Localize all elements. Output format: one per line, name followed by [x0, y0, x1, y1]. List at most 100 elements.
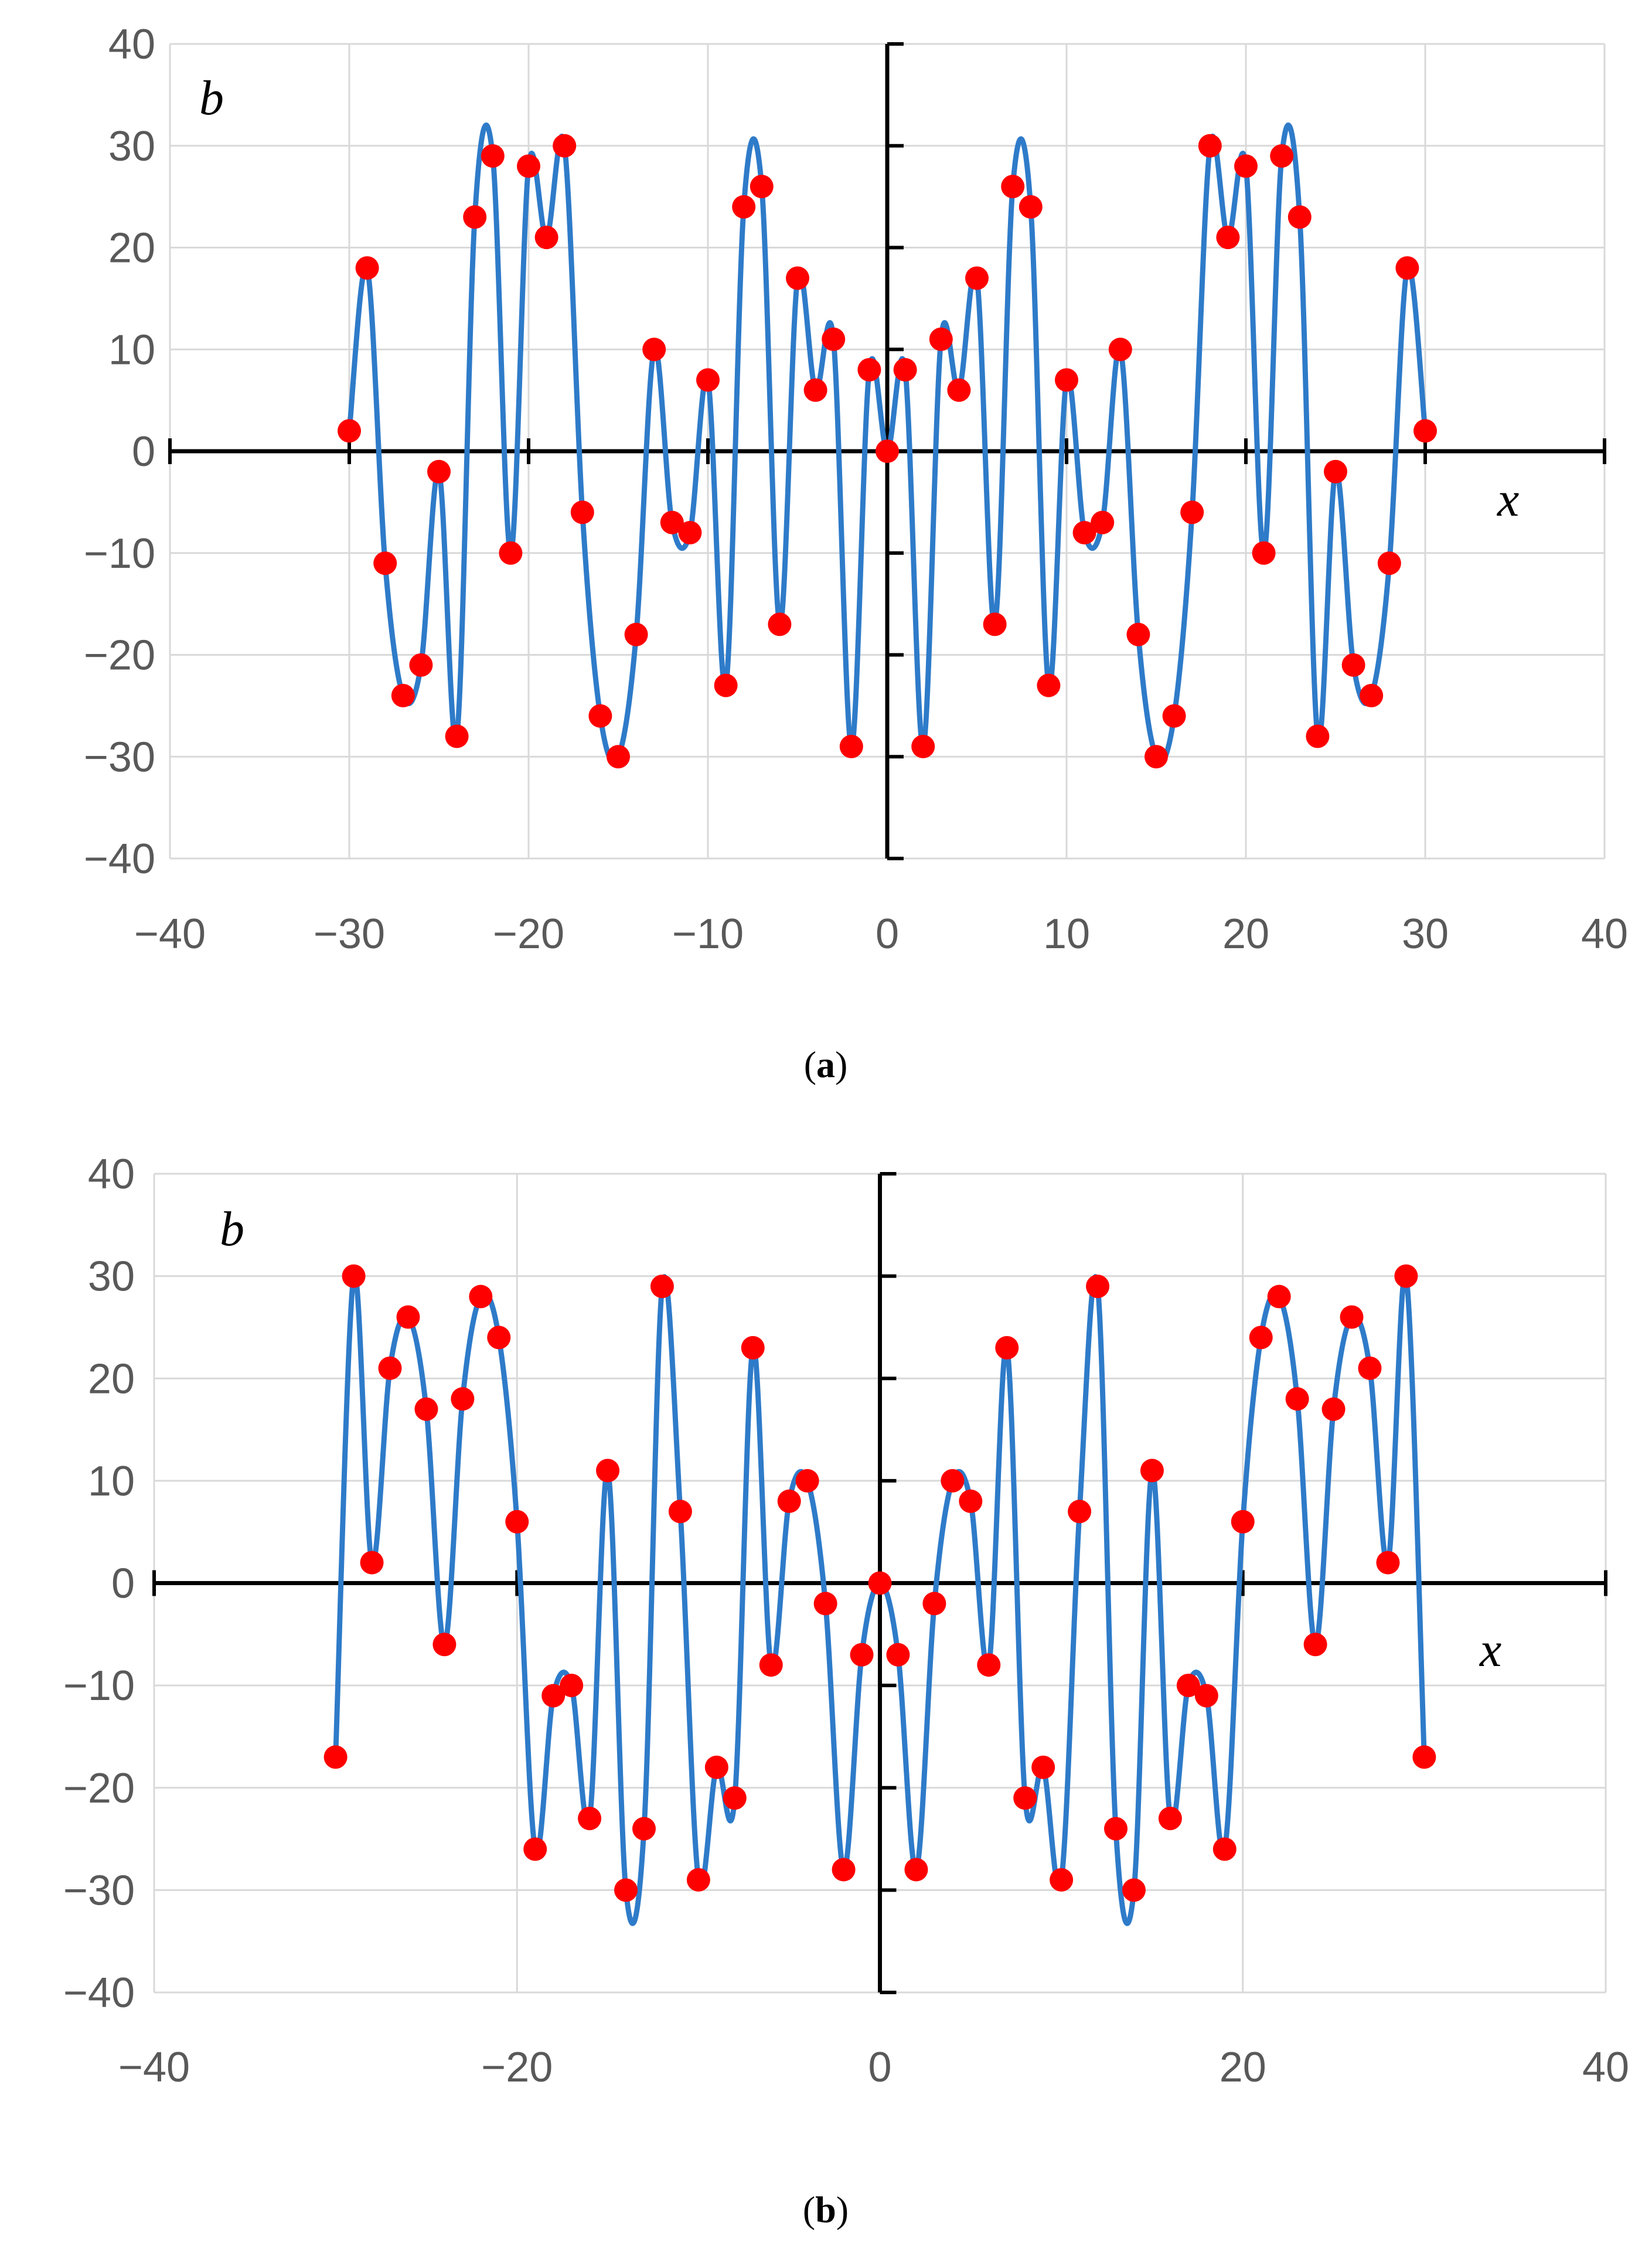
y-tick-labels-b: −40 −30 −20 −10 0 10 20 30 40	[63, 1151, 135, 2016]
data-point	[1013, 1786, 1037, 1810]
x-tick-label: 40	[1582, 2044, 1629, 2091]
x-tick-labels-b: −40 −20 0 20 40	[118, 2044, 1629, 2091]
data-point	[360, 1551, 384, 1575]
y-tick-label: −10	[63, 1663, 135, 1709]
data-point	[1104, 1817, 1128, 1841]
series-markers-a	[338, 134, 1437, 769]
y-tick-label: 0	[111, 1561, 135, 1607]
data-point	[1176, 1674, 1200, 1698]
data-point	[1001, 175, 1025, 199]
data-point	[570, 500, 594, 524]
data-point	[1212, 1837, 1237, 1861]
data-point	[1055, 368, 1078, 392]
chart-panel-a: −40 −30 −20 −10 0 10 20 30 40 −40 −30 −20 −10 0 10 20 3…	[84, 21, 1628, 1085]
data-point	[414, 1397, 438, 1421]
y-axis-variable-a: b	[199, 71, 224, 125]
data-point	[342, 1264, 366, 1288]
data-point	[1108, 338, 1132, 362]
data-point	[1231, 1510, 1255, 1534]
chart-panel-b: −40 −30 −20 −10 0 10 20 30 40 −40 −20 0 20 40 b x (b…	[63, 1151, 1629, 2230]
data-point	[839, 734, 863, 758]
data-point	[1376, 1551, 1400, 1575]
data-point	[1413, 419, 1437, 443]
data-point	[947, 378, 971, 402]
x-tick-label: 0	[876, 911, 899, 958]
data-point	[1162, 704, 1186, 728]
data-point	[323, 1745, 348, 1769]
data-point	[534, 226, 558, 250]
data-point	[813, 1592, 837, 1616]
data-point	[1122, 1878, 1146, 1902]
data-point	[596, 1459, 620, 1483]
x-tick-label: −20	[493, 911, 564, 958]
data-point	[911, 734, 935, 758]
y-tick-label: 40	[108, 21, 155, 68]
y-tick-label: −40	[84, 836, 155, 883]
data-point	[1031, 1755, 1055, 1779]
data-point	[696, 368, 720, 392]
data-point	[607, 745, 630, 769]
data-point	[1340, 1305, 1364, 1329]
data-point	[1324, 459, 1347, 483]
x-tick-label: −20	[481, 2044, 553, 2091]
y-tick-label: −20	[84, 632, 155, 679]
data-point	[1249, 1326, 1273, 1350]
x-axis-variable-b: x	[1479, 1623, 1501, 1677]
data-point	[578, 1807, 602, 1831]
data-point	[1267, 1285, 1291, 1309]
data-point	[463, 205, 487, 229]
data-point	[1086, 1275, 1110, 1299]
data-point	[795, 1469, 819, 1493]
data-point	[1341, 653, 1365, 677]
data-point	[1303, 1633, 1327, 1657]
data-point	[893, 358, 917, 381]
data-point	[868, 1571, 892, 1595]
data-point	[886, 1643, 910, 1667]
data-point	[355, 256, 379, 280]
data-point	[1321, 1397, 1346, 1421]
x-tick-label: 0	[868, 2044, 891, 2091]
data-point	[777, 1489, 801, 1513]
data-point	[965, 266, 989, 290]
data-point	[768, 612, 792, 636]
data-point	[427, 459, 451, 483]
data-point	[704, 1755, 728, 1779]
data-point	[1358, 1356, 1382, 1380]
y-tick-label: 30	[108, 123, 155, 170]
data-point	[378, 1356, 402, 1380]
data-point	[723, 1786, 747, 1810]
data-point	[1395, 256, 1419, 280]
data-point	[714, 673, 738, 697]
y-tick-label: −40	[63, 1970, 135, 2016]
data-point	[822, 327, 846, 351]
y-tick-label: 10	[108, 326, 155, 373]
data-point	[1306, 724, 1330, 748]
data-point	[391, 684, 415, 707]
y-tick-label: −30	[63, 1867, 135, 1914]
data-point	[1198, 134, 1222, 158]
data-point	[624, 622, 648, 646]
data-point	[1126, 622, 1150, 646]
data-point	[481, 144, 505, 168]
data-point	[517, 154, 540, 178]
data-point	[396, 1305, 420, 1329]
data-point	[1019, 195, 1043, 219]
data-point	[505, 1510, 529, 1534]
data-point	[660, 510, 684, 534]
data-point	[1050, 1868, 1074, 1892]
data-point	[560, 1674, 584, 1698]
data-point	[850, 1643, 874, 1667]
data-point	[1194, 1684, 1218, 1708]
data-point	[1360, 684, 1384, 707]
x-tick-label: −40	[134, 911, 206, 958]
x-tick-label: −30	[314, 911, 385, 958]
data-point	[803, 378, 827, 402]
y-tick-label: −10	[84, 530, 155, 577]
data-point	[1145, 745, 1168, 769]
y-tick-labels-a: −40 −30 −20 −10 0 10 20 30 40	[84, 21, 155, 883]
x-tick-label: 20	[1220, 2044, 1266, 2091]
data-point	[588, 704, 612, 728]
x-axis-variable-a: x	[1496, 472, 1519, 527]
data-point	[759, 1653, 783, 1677]
